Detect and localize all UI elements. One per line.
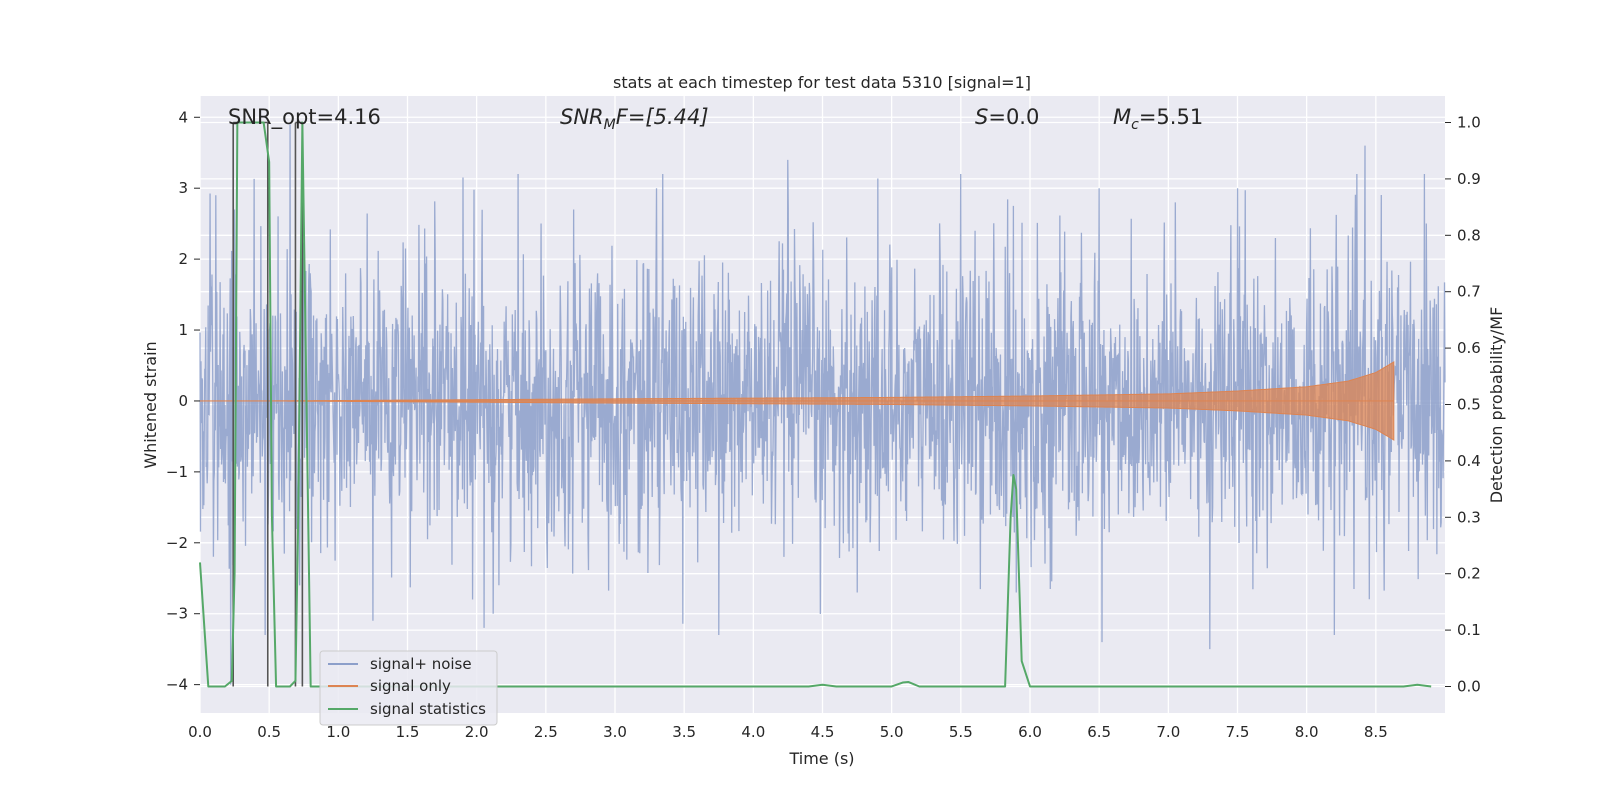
s-base: S [975, 105, 988, 129]
legend-label-signal: signal only [370, 677, 451, 695]
x-axis-ticks: 0.0 0.5 1.0 1.5 2.0 2.5 3.0 3.5 4.0 4.5 5.0 5.5 6.0 6… [188, 723, 1388, 741]
left-tick-label: −3 [166, 605, 188, 623]
snr-mf-base: SNR [560, 105, 604, 129]
left-axis-ticks: 4 3 2 1 0 −1 −2 −3 −4 [166, 108, 200, 694]
annotation-snr-opt: SNR_opt=4.16 [228, 105, 381, 130]
x-tick-label: 1.5 [396, 723, 420, 741]
right-tick-label: 0.4 [1457, 452, 1481, 470]
left-tick-label: 4 [178, 108, 188, 126]
annotation-mc: Mc=5.51 [1113, 105, 1203, 133]
left-axis-label: Whitened strain [141, 341, 160, 468]
right-axis-label: Detection probability/MF [1487, 307, 1506, 504]
left-tick-label: 0 [178, 392, 188, 410]
x-tick-label: 3.5 [672, 723, 696, 741]
mc-base: M [1113, 105, 1131, 129]
x-tick-label: 1.0 [326, 723, 350, 741]
legend-label-stats: signal statistics [370, 700, 486, 718]
legend-label-noise: signal+ noise [370, 655, 472, 673]
x-tick-label: 4.5 [811, 723, 835, 741]
x-tick-label: 6.0 [1018, 723, 1042, 741]
left-tick-label: 2 [178, 250, 188, 268]
legend: signal+ noise signal only signal statist… [319, 650, 498, 726]
annotation-snr-mf: SNRMF=[5.44] [560, 105, 709, 133]
right-tick-label: 0.7 [1457, 283, 1481, 301]
x-tick-label: 2.0 [465, 723, 489, 741]
chart-title: stats at each timestep for test data 531… [613, 73, 1031, 92]
right-tick-label: 0.0 [1457, 677, 1481, 695]
x-tick-label: 8.5 [1364, 723, 1388, 741]
right-tick-label: 1.0 [1457, 114, 1481, 132]
x-tick-label: 7.5 [1226, 723, 1250, 741]
right-tick-label: 0.3 [1457, 508, 1481, 526]
x-axis-label: Time (s) [788, 749, 854, 768]
right-tick-label: 0.8 [1457, 226, 1481, 244]
right-tick-label: 0.2 [1457, 565, 1481, 583]
s-rest: =0.0 [988, 105, 1039, 129]
left-tick-label: 3 [178, 179, 188, 197]
left-tick-label: 1 [178, 321, 188, 339]
x-tick-label: 2.5 [534, 723, 558, 741]
signal-noise-line [199, 124, 1446, 685]
right-tick-label: 0.9 [1457, 170, 1481, 188]
signal-only-series [200, 361, 1395, 441]
x-tick-label: 3.0 [603, 723, 627, 741]
snr-mf-sub: M [604, 117, 616, 133]
annotation-s: S=0.0 [975, 105, 1039, 129]
x-tick-label: 6.5 [1087, 723, 1111, 741]
left-tick-label: −4 [166, 676, 188, 694]
right-axis-ticks: 1.0 0.9 0.8 0.7 0.6 0.5 0.4 0.3 0.2 0.1 0.0 [1445, 114, 1481, 695]
left-tick-label: −1 [166, 463, 188, 481]
x-tick-label: 8.0 [1295, 723, 1319, 741]
x-tick-label: 0.0 [188, 723, 212, 741]
right-tick-label: 0.5 [1457, 396, 1481, 414]
mc-rest: =5.51 [1139, 105, 1203, 129]
x-tick-label: 0.5 [257, 723, 281, 741]
x-tick-label: 5.0 [880, 723, 904, 741]
right-tick-label: 0.1 [1457, 621, 1481, 639]
right-tick-label: 0.6 [1457, 339, 1481, 357]
mc-sub: c [1131, 117, 1139, 133]
x-tick-label: 5.5 [949, 723, 973, 741]
signal-noise-series [199, 124, 1446, 685]
left-tick-label: −2 [166, 534, 188, 552]
x-tick-label: 4.0 [741, 723, 765, 741]
snr-mf-rest: F=[5.44] [616, 105, 709, 129]
legend-box [319, 650, 498, 726]
x-tick-label: 7.0 [1156, 723, 1180, 741]
